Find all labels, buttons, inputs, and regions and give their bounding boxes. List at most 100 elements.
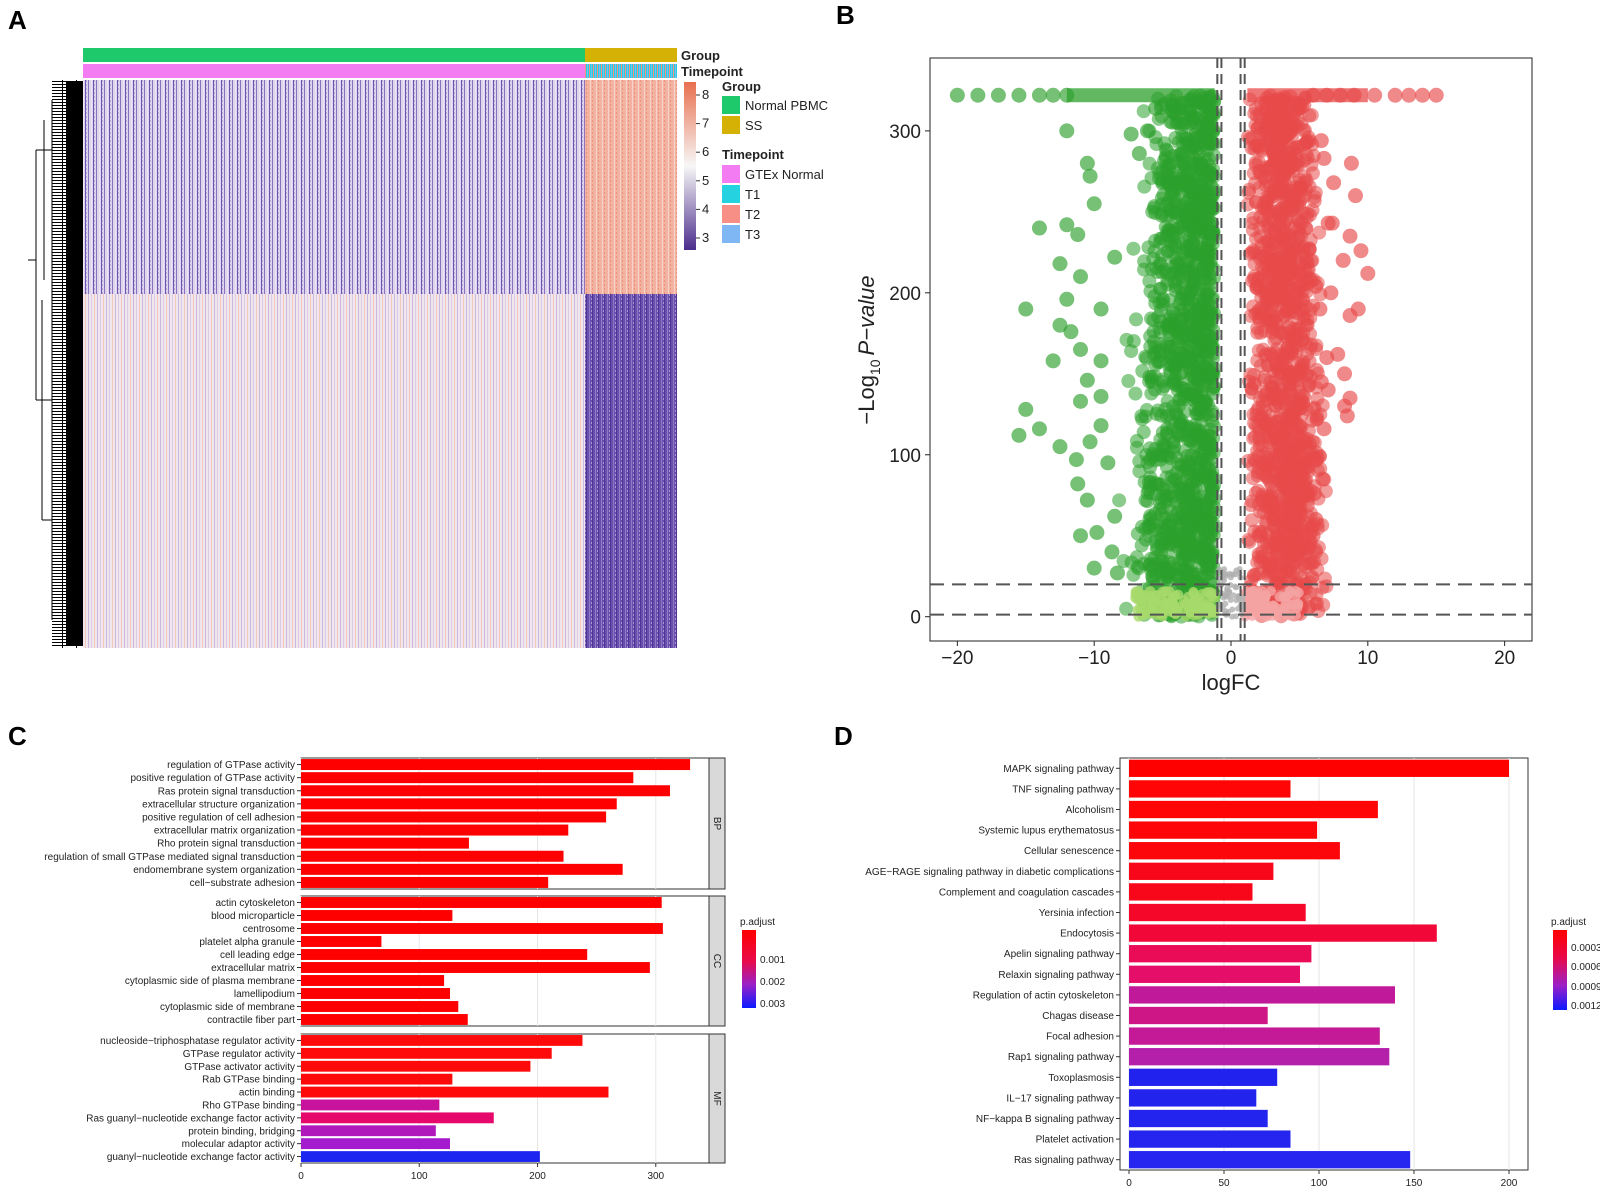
volcano-cloud-point-down — [1175, 175, 1190, 190]
volcano-cloud-point-down — [1170, 263, 1185, 278]
volcano-point-ns-up — [1259, 600, 1270, 611]
y-axis-label-subscript: 10 — [867, 359, 883, 375]
volcano-cloud-point-up — [1263, 247, 1278, 262]
volcano-point — [1068, 452, 1084, 468]
volcano-point-ns-down — [1188, 588, 1199, 599]
volcano-cloud-point-down — [1200, 496, 1215, 511]
category-label: extracellular matrix organization — [154, 826, 295, 837]
bar — [301, 1112, 494, 1124]
volcano-cloud-point-up — [1248, 155, 1263, 170]
volcano-point — [1343, 155, 1359, 171]
volcano-cloud-point-down — [1204, 368, 1219, 383]
kegg-panel: MAPK signaling pathway TNF signaling path… — [865, 757, 1529, 1187]
volcano-plot-area — [929, 57, 1533, 642]
category-label: Ras protein signal transduction — [158, 786, 295, 797]
volcano-cloud-point-down — [1162, 450, 1177, 465]
volcano-point — [1073, 342, 1088, 357]
volcano-cloud-point-down — [1160, 394, 1175, 409]
category-label: Alcoholism — [1066, 805, 1114, 816]
facet-strip — [708, 1033, 726, 1164]
volcano-point — [970, 87, 986, 103]
bar — [301, 936, 382, 947]
volcano-point-ns-down — [1161, 592, 1172, 603]
volcano-point — [1326, 175, 1342, 191]
bar — [1129, 1109, 1268, 1128]
volcano-cloud-point-down — [1168, 204, 1183, 219]
volcano-cloud-point-down — [1187, 504, 1202, 519]
volcano-cloud-point-down — [1134, 409, 1149, 424]
volcano-cloud-point-up — [1248, 307, 1263, 322]
legend-tick-label: 0.0003 — [1571, 943, 1600, 954]
annotation-row-group: Group — [681, 48, 720, 63]
volcano-cloud-point-up — [1278, 514, 1293, 529]
category-label: cytoplasmic side of plasma membrane — [125, 976, 296, 987]
volcano-point-ns-down — [1168, 608, 1179, 619]
category-label: actin binding — [239, 1088, 295, 1099]
volcano-cloud-point-down — [1179, 544, 1194, 559]
bar — [1129, 1027, 1380, 1045]
threshold-lines — [930, 58, 1532, 641]
x-tick-label: 150 — [1406, 1178, 1423, 1187]
y-tick-label: 300 — [889, 122, 921, 143]
category-label: Regulation of actin cytoskeleton — [973, 990, 1114, 1001]
volcano-cloud-point-down — [1126, 334, 1141, 349]
category-label: nucleoside−triphosphatase regulator acti… — [100, 1036, 295, 1047]
colorbar-tick-label: 5 — [702, 173, 709, 188]
volcano-point — [1086, 560, 1102, 576]
volcano-cloud-point-down — [1168, 283, 1183, 298]
volcano-point — [1011, 427, 1027, 443]
category-label: Rap1 signaling pathway — [1008, 1052, 1114, 1063]
category-label: Endocytosis — [1060, 929, 1114, 940]
volcano-point — [1073, 393, 1088, 409]
colorbar-tick-label: 7 — [702, 116, 709, 131]
bar — [301, 1086, 609, 1098]
x-tick-label: 10 — [1357, 648, 1378, 669]
volcano-cloud-point-down — [1151, 309, 1166, 324]
volcano-cloud-point-up — [1270, 140, 1285, 155]
heatmap-block-normal-bottom — [83, 294, 585, 648]
volcano-point-ns-down — [1140, 604, 1151, 615]
volcano-point-ns-up — [1288, 599, 1299, 610]
volcano-cloud-point-up — [1272, 361, 1287, 376]
volcano-cloud-point-down — [1179, 208, 1194, 223]
volcano-point — [1070, 476, 1086, 492]
volcano-cloud-point-down — [1204, 304, 1219, 319]
volcano-cloud-point-down — [1139, 351, 1154, 366]
volcano-cloud-point-up — [1269, 438, 1284, 453]
volcano-cloud-point-down — [1137, 475, 1152, 490]
volcano-cloud-point-down — [1148, 206, 1163, 221]
category-label: Toxoplasmosis — [1048, 1073, 1114, 1084]
annotation-row-timepoint: Timepoint — [681, 64, 744, 79]
volcano-cloud-point-down — [1166, 556, 1181, 571]
legend-tick-label: 0.001 — [760, 955, 785, 966]
volcano-point — [1045, 353, 1061, 369]
heatmap-block-normal-top — [83, 80, 585, 294]
facet-strip — [708, 757, 726, 890]
volcano-point — [1079, 372, 1095, 388]
volcano-cloud-point-up — [1302, 242, 1317, 257]
volcano-point — [1387, 87, 1403, 103]
volcano-cloud-point-down — [1187, 273, 1202, 288]
volcano-cloud-point-up — [1281, 155, 1296, 170]
bar — [301, 798, 617, 810]
volcano-point — [1063, 324, 1079, 340]
volcano-cloud-point-up — [1246, 166, 1261, 181]
volcano-cloud-point-down — [1128, 386, 1143, 401]
volcano-point-ns — [1226, 588, 1233, 595]
volcano-cloud-point-down — [1196, 465, 1211, 480]
volcano-cloud-point-up — [1244, 245, 1259, 260]
volcano-point — [1059, 291, 1075, 307]
volcano-point — [1332, 87, 1348, 103]
volcano-cloud-point-down — [1187, 115, 1202, 130]
volcano-cloud-point-down — [1162, 293, 1177, 308]
category-label: regulation of GTPase activity — [167, 760, 295, 771]
volcano-point — [1346, 87, 1362, 103]
volcano-point — [1031, 220, 1047, 236]
bar — [1129, 862, 1274, 880]
volcano-point — [1059, 87, 1075, 103]
category-label: Rab GTPase binding — [202, 1075, 295, 1086]
x-tick-label: 100 — [411, 1171, 428, 1182]
volcano-cloud-point-down — [1155, 381, 1170, 396]
bar — [1129, 965, 1300, 983]
volcano-cloud-point-down — [1177, 404, 1192, 419]
